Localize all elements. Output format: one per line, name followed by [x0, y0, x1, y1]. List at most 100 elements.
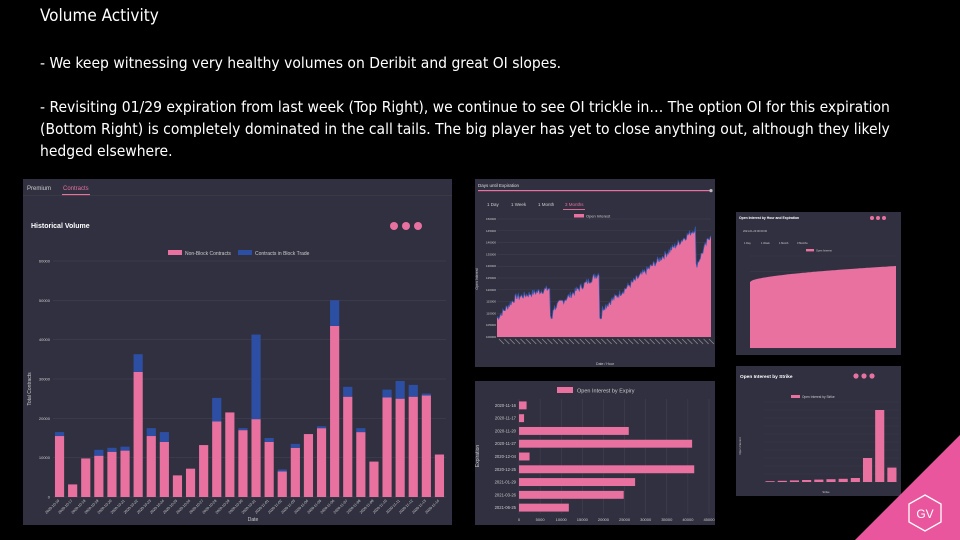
bar-block [107, 447, 117, 452]
x-tick-label: 10000 [556, 517, 568, 522]
expiration-selector[interactable]: 2021-01-29 00:00:00 [743, 229, 768, 233]
days-until-expiration-panel: Days until Expiration 1 Day 1 Week 1 Mon… [475, 179, 715, 367]
tab-1-month[interactable]: 1 Month [779, 241, 789, 245]
y-tick-label: 30000 [39, 377, 51, 382]
bar-block [54, 432, 65, 437]
x-tick-mark [692, 338, 699, 345]
bar-block [408, 384, 418, 397]
x-tick-mark [633, 338, 639, 345]
bar-nonblock [172, 475, 183, 497]
x-tick-mark [579, 338, 586, 345]
x-tick-mark [611, 338, 618, 345]
x-tick-mark [536, 338, 542, 345]
bar-nonblock [212, 421, 222, 497]
bar-nonblock [94, 455, 104, 497]
x-tick-mark [514, 338, 521, 345]
bar-block [290, 443, 300, 448]
strike-bar [802, 480, 812, 482]
download-icon[interactable] [853, 373, 859, 379]
x-tick-mark [601, 338, 607, 345]
slider-handle[interactable] [709, 189, 713, 193]
tab-1-day[interactable]: 1 Day [744, 241, 751, 245]
strike-bar [814, 479, 824, 482]
expand-icon[interactable] [861, 373, 867, 379]
bar-block [120, 446, 130, 451]
chart-legend: Non-Block Contracts Contracts in Block T… [168, 250, 310, 257]
historical-volume-panel: Premium Contracts Historical Volume Non-… [23, 179, 452, 525]
y-tick-label: 2020-12-04 [495, 454, 517, 459]
y-tick-label: 115000 [486, 300, 496, 304]
expand-icon[interactable] [876, 216, 880, 220]
tab-3-months[interactable]: 3 Months [565, 202, 584, 207]
legend-swatch [806, 249, 814, 252]
legend-label: Open Interest by Strike [802, 395, 835, 399]
y-axis-label: Expiration [475, 445, 481, 467]
x-tick-mark [590, 338, 596, 345]
bar-nonblock [68, 484, 78, 497]
bar-nonblock [199, 445, 209, 497]
bar-nonblock [382, 397, 392, 497]
x-tick-mark [520, 338, 526, 345]
settings-icon[interactable] [414, 222, 422, 230]
open-interest-hour-expiration-panel: Open Interest by Hour and Expiration 202… [736, 212, 901, 355]
download-icon[interactable] [390, 222, 398, 230]
y-axis-label: Total Contracts [27, 372, 33, 406]
tab-1-week[interactable]: 1 Week [511, 202, 527, 207]
strike-bar [777, 480, 787, 482]
x-tick-label: 2020-11-14 [425, 499, 441, 515]
bar-nonblock [356, 432, 366, 497]
expand-icon[interactable] [402, 222, 410, 230]
tab-contracts[interactable]: Contracts [63, 186, 89, 192]
x-tick-label: 15000 [577, 517, 589, 522]
bar-nonblock [395, 398, 405, 497]
bar-nonblock [421, 395, 431, 497]
bar-block [316, 426, 327, 429]
x-tick-mark [676, 338, 682, 345]
y-tick-label: 2020-12-25 [495, 467, 517, 472]
x-tick-mark [697, 338, 704, 345]
legend-swatch [557, 387, 573, 393]
expiry-bar [519, 414, 525, 423]
settings-icon[interactable] [869, 373, 875, 379]
bar-block [146, 428, 156, 437]
y-tick-label: 110000 [486, 311, 496, 315]
bar-block [251, 334, 261, 420]
chart-toolbar [390, 222, 422, 230]
download-icon[interactable] [870, 216, 874, 220]
y-tick-label: 2020-11-20 [495, 428, 517, 433]
settings-icon[interactable] [882, 216, 886, 220]
tab-1-day[interactable]: 1 Day [487, 202, 500, 207]
bar-nonblock [408, 396, 418, 497]
x-tick-label: 5000 [536, 517, 546, 522]
x-tick-mark [617, 338, 623, 345]
y-tick-label: 140000 [486, 241, 496, 245]
y-axis-label: Open Interest [738, 437, 742, 454]
legend-label-nonblock: Non-Block Contracts [185, 251, 231, 257]
bar-nonblock [238, 430, 248, 497]
chart-title: Historical Volume [31, 223, 90, 230]
bar-block [343, 386, 353, 397]
panel-title: Open Interest by Hour and Expiration [739, 216, 799, 220]
x-tick-label: 30000 [640, 517, 652, 522]
y-tick-label: 2021-06-25 [495, 505, 517, 510]
bar-block [159, 432, 169, 442]
y-tick-label: 2021-03-26 [495, 492, 517, 497]
tab-1-week[interactable]: 1 Week [761, 241, 770, 245]
gv-logo: GV [908, 494, 942, 532]
bar-nonblock [251, 419, 261, 497]
bullet-volumes: - We keep witnessing very healthy volume… [40, 54, 562, 72]
tab-3-months[interactable]: 3 Months [797, 241, 808, 245]
bar-nonblock [146, 436, 156, 497]
legend-swatch [791, 395, 800, 398]
bar-nonblock [159, 441, 169, 497]
open-interest-timeseries-chart: Days until Expiration 1 Day 1 Week 1 Mon… [475, 183, 715, 366]
tab-1-month[interactable]: 1 Month [538, 202, 555, 207]
tab-premium[interactable]: Premium [27, 186, 51, 192]
x-tick-mark [703, 338, 709, 345]
brand-triangle [855, 435, 960, 540]
bar-block [356, 428, 366, 433]
open-interest-by-expiry-chart: Open Interest by Expiry 2020-11-16 2020-1… [475, 387, 715, 522]
open-interest-area [750, 266, 896, 348]
expiry-bar [519, 401, 527, 410]
header-slider[interactable] [478, 190, 711, 192]
